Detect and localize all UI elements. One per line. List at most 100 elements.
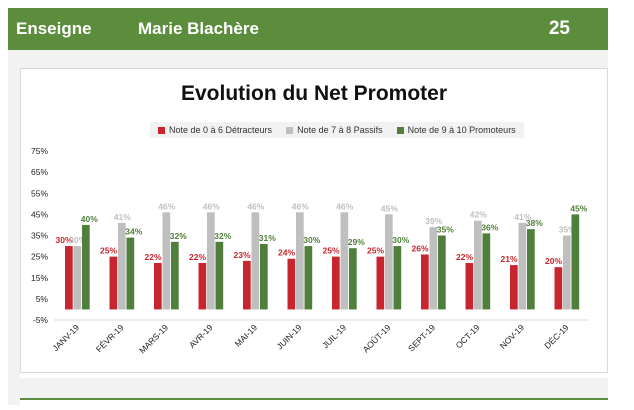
data-label-detractors: 25%: [367, 246, 384, 256]
data-label-promoters: 31%: [259, 233, 276, 243]
data-label-passives: 39%: [425, 216, 442, 226]
data-label-detractors: 26%: [411, 244, 428, 254]
chart-legend: Note de 0 à 6 Détracteurs Note de 7 à 8 …: [150, 122, 524, 138]
bar-detractors: [554, 267, 563, 310]
bar-promoters: [438, 235, 446, 310]
y-tick-label: 55%: [31, 188, 48, 198]
bar-passives: [207, 212, 215, 310]
bar-passives: [296, 212, 304, 310]
bar-detractors: [465, 262, 474, 310]
bar-promoters: [571, 214, 580, 310]
data-label-detractors: 24%: [278, 248, 295, 258]
data-label-passives: 42%: [470, 210, 487, 220]
bar-detractors: [198, 262, 207, 310]
bar-passives: [385, 214, 393, 310]
data-label-promoters: 29%: [348, 237, 365, 247]
y-tick-label: 45%: [31, 209, 48, 219]
bar-detractors: [154, 262, 162, 310]
x-tick-label: NOV-19: [498, 322, 527, 351]
bottom-line: [20, 398, 608, 400]
bar-passives: [429, 227, 438, 310]
bar-detractors: [109, 256, 118, 310]
legend-swatch-promoters: [396, 126, 404, 134]
data-label-promoters: 38%: [526, 218, 543, 228]
data-label-promoters: 30%: [392, 235, 409, 245]
x-tick-label: JANV-19: [50, 322, 81, 353]
header-label: Enseigne: [16, 19, 92, 38]
legend-item-promoters: Note de 9 à 10 Promoteurs: [396, 125, 516, 135]
bar-promoters: [482, 233, 491, 310]
bar-passives: [563, 235, 571, 310]
data-label-passives: 46%: [158, 201, 175, 211]
bar-promoters: [349, 248, 357, 310]
bar-passives: [118, 222, 126, 310]
data-label-promoters: 34%: [125, 227, 142, 237]
data-label-detractors: 25%: [100, 246, 117, 256]
bar-passives: [73, 246, 82, 310]
data-label-detractors: 22%: [456, 252, 473, 262]
data-label-detractors: 22%: [144, 252, 161, 262]
legend-swatch-passives: [286, 126, 294, 134]
data-label-detractors: 30%: [55, 235, 72, 245]
legend-label-passives: Note de 7 à 8 Passifs: [297, 125, 383, 135]
bottom-band: [8, 378, 608, 398]
x-tick-label: FÉVR-19: [94, 322, 126, 354]
bar-detractors: [510, 265, 518, 310]
top-band: [20, 50, 608, 68]
y-tick-label: 5%: [36, 294, 49, 304]
bar-passives: [518, 222, 527, 310]
data-label-detractors: 25%: [322, 246, 339, 256]
x-tick-label: JUIL-19: [320, 322, 348, 350]
bar-detractors: [421, 254, 429, 310]
bar-passives: [340, 212, 349, 310]
legend-item-passives: Note de 7 à 8 Passifs: [286, 125, 383, 135]
x-tick-label: JUIN-19: [275, 322, 304, 351]
data-label-promoters: 35%: [437, 225, 454, 235]
data-label-passives: 41%: [514, 212, 531, 222]
x-tick-label: DÉC-19: [542, 322, 571, 351]
x-tick-label: SEPT-19: [406, 322, 437, 353]
y-tick-label: 25%: [31, 252, 48, 262]
data-label-promoters: 30%: [303, 235, 320, 245]
x-tick-label: MAI-19: [233, 322, 260, 349]
data-label-detractors: 22%: [189, 252, 206, 262]
bar-promoters: [393, 246, 402, 310]
bar-promoters: [527, 229, 535, 310]
chart-title: Evolution du Net Promoter: [180, 82, 447, 105]
header-bar: Enseigne Marie Blachère 25: [8, 8, 608, 50]
bar-passives: [162, 212, 171, 310]
data-label-promoters: 40%: [81, 214, 98, 224]
bar-promoters: [304, 246, 313, 310]
bar-detractors: [65, 246, 73, 310]
bar-promoters: [82, 224, 90, 310]
data-label-detractors: 20%: [545, 256, 562, 266]
left-gutter: [8, 50, 20, 405]
data-label-passives: 46%: [203, 201, 220, 211]
data-label-passives: 46%: [336, 201, 353, 211]
bar-detractors: [243, 260, 251, 310]
bar-detractors: [287, 258, 296, 310]
legend-item-detractors: Note de 0 à 6 Détracteurs: [158, 125, 272, 135]
data-label-promoters: 36%: [481, 222, 498, 232]
header-store-name: Marie Blachère: [138, 19, 259, 38]
x-tick-label: AOÛT-19: [361, 322, 393, 354]
chart-card: [20, 68, 608, 373]
data-label-detractors: 21%: [500, 254, 517, 264]
y-tick-label: -5%: [33, 315, 49, 325]
bar-promoters: [215, 241, 224, 310]
data-label-passives: 46%: [292, 201, 309, 211]
legend-swatch-detractors: [158, 126, 165, 134]
data-label-promoters: 45%: [570, 203, 587, 213]
bar-detractors: [376, 256, 385, 310]
y-tick-label: 75%: [31, 146, 48, 156]
y-tick-label: 15%: [31, 273, 48, 283]
x-tick-label: OCT-19: [454, 322, 482, 350]
bar-passives: [474, 220, 482, 310]
bar-promoters: [126, 237, 135, 310]
bar-promoters: [260, 243, 268, 310]
y-tick-label: 65%: [31, 167, 48, 177]
data-label-passives: 30%: [69, 235, 86, 245]
bar-promoters: [171, 241, 179, 310]
legend-label-detractors: Note de 0 à 6 Détracteurs: [169, 125, 273, 135]
legend-label-promoters: Note de 9 à 10 Promoteurs: [407, 125, 516, 135]
